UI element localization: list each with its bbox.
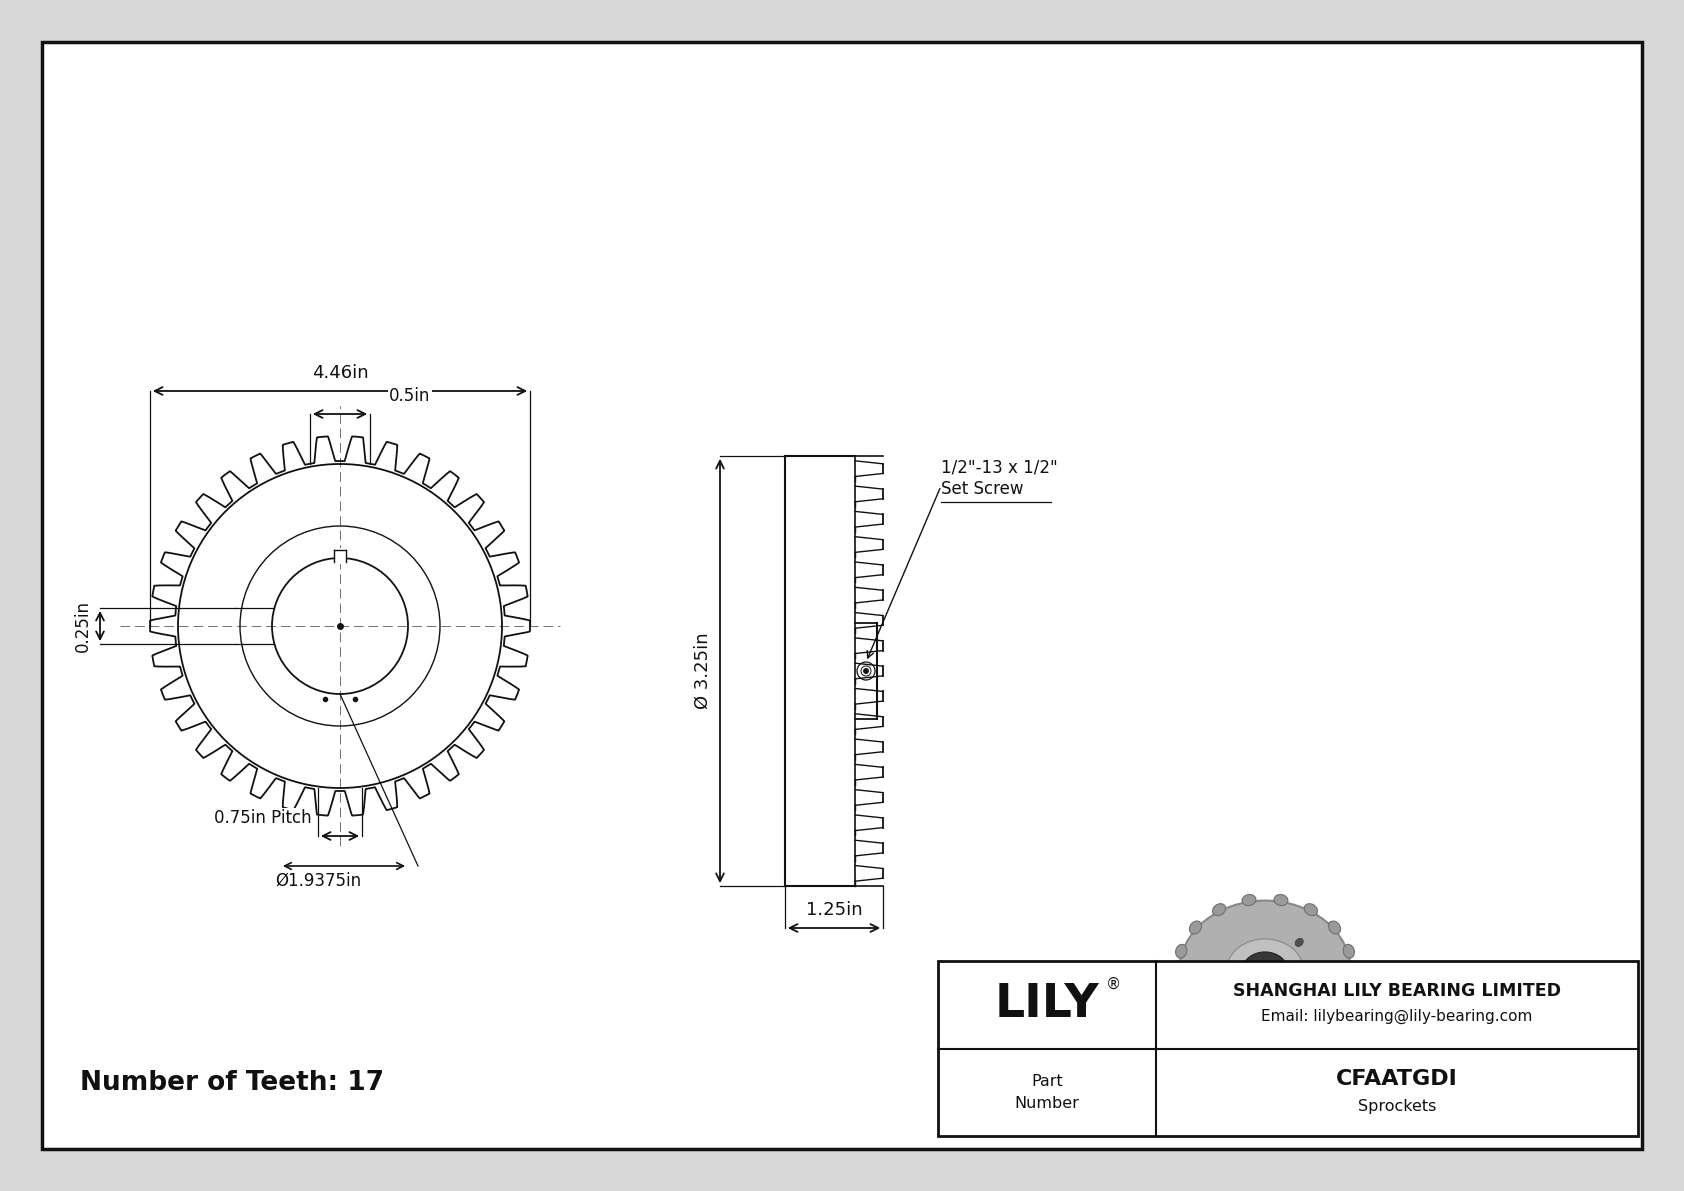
Text: Set Screw: Set Screw bbox=[941, 480, 1024, 498]
Text: Sprockets: Sprockets bbox=[1357, 1099, 1436, 1114]
Ellipse shape bbox=[1179, 900, 1351, 1041]
Circle shape bbox=[864, 668, 869, 673]
Ellipse shape bbox=[1189, 921, 1202, 934]
Text: Email: lilybearing@lily-bearing.com: Email: lilybearing@lily-bearing.com bbox=[1261, 1009, 1532, 1024]
Ellipse shape bbox=[1337, 997, 1349, 1010]
Ellipse shape bbox=[1180, 997, 1192, 1010]
Text: Part
Number: Part Number bbox=[1014, 1073, 1079, 1111]
Ellipse shape bbox=[1329, 921, 1340, 934]
Ellipse shape bbox=[1317, 1018, 1330, 1030]
Text: 0.5in: 0.5in bbox=[389, 387, 431, 405]
Ellipse shape bbox=[1172, 971, 1184, 985]
Text: 0.75in Pitch: 0.75in Pitch bbox=[214, 809, 312, 827]
Ellipse shape bbox=[1243, 894, 1256, 905]
Ellipse shape bbox=[1226, 939, 1303, 1003]
Text: Number of Teeth: 17: Number of Teeth: 17 bbox=[81, 1070, 384, 1096]
Ellipse shape bbox=[1224, 993, 1233, 1000]
Text: ®: ® bbox=[1105, 978, 1120, 992]
Text: 1/2"-13 x 1/2": 1/2"-13 x 1/2" bbox=[941, 459, 1058, 476]
Text: Ø 3.25in: Ø 3.25in bbox=[694, 632, 712, 710]
Ellipse shape bbox=[1290, 1033, 1303, 1045]
Ellipse shape bbox=[1243, 952, 1288, 990]
Text: SHANGHAI LILY BEARING LIMITED: SHANGHAI LILY BEARING LIMITED bbox=[1233, 981, 1561, 999]
Text: 4.46in: 4.46in bbox=[312, 364, 369, 382]
Text: LILY: LILY bbox=[995, 983, 1100, 1028]
Bar bbox=[938, 961, 1639, 1136]
Ellipse shape bbox=[1295, 939, 1303, 947]
Ellipse shape bbox=[1201, 1018, 1212, 1030]
Text: 0.25in: 0.25in bbox=[74, 600, 93, 651]
Ellipse shape bbox=[1226, 1033, 1241, 1045]
Bar bbox=[333, 548, 345, 565]
Ellipse shape bbox=[1175, 944, 1187, 958]
Text: CFAATGDI: CFAATGDI bbox=[1335, 1070, 1458, 1090]
Ellipse shape bbox=[1212, 904, 1226, 916]
Ellipse shape bbox=[1344, 944, 1354, 958]
Text: 1.25in: 1.25in bbox=[805, 902, 862, 919]
Ellipse shape bbox=[1303, 904, 1317, 916]
Ellipse shape bbox=[1275, 894, 1288, 905]
Ellipse shape bbox=[1258, 1037, 1271, 1048]
Text: Ø1.9375in: Ø1.9375in bbox=[274, 872, 360, 890]
Ellipse shape bbox=[1346, 971, 1357, 985]
